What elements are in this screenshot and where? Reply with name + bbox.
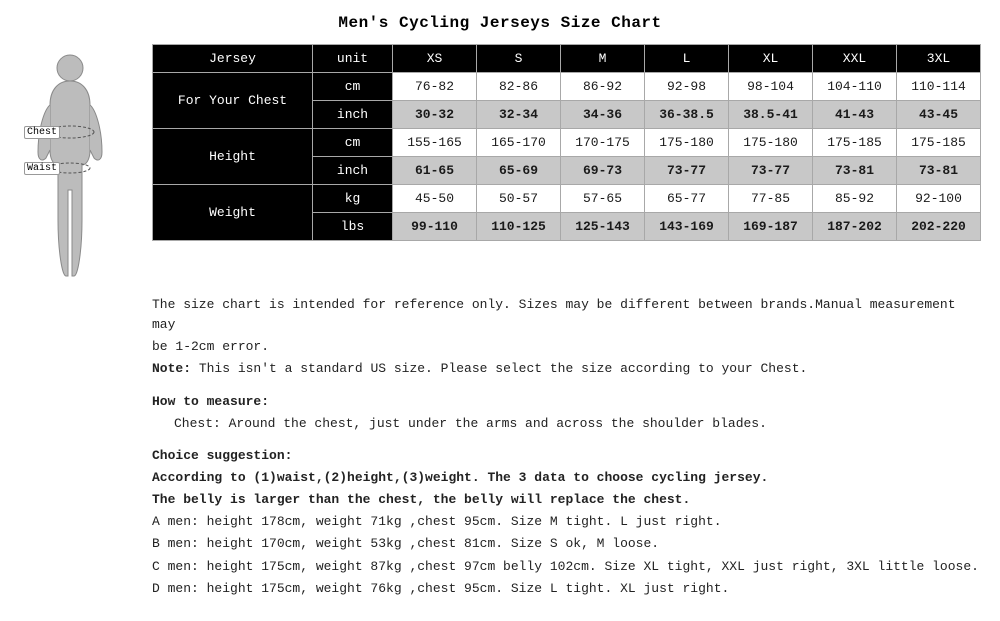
top-section: Chest Waist JerseyunitXSSMLXLXXL3XLFor Y… [20,44,980,285]
disclaimer-line-1: The size chart is intended for reference… [152,295,980,335]
measure-text: Chest: Around the chest, just under the … [152,414,980,434]
value-cell: 104-110 [813,73,897,101]
attr-cell: Weight [153,185,313,241]
waist-label: Waist [24,162,60,175]
value-cell: 110-125 [477,213,561,241]
body-figure: Chest Waist [20,50,140,285]
choice-line-2: The belly is larger than the chest, the … [152,490,980,510]
unit-cell: cm [313,73,393,101]
unit-cell: kg [313,185,393,213]
unit-cell: inch [313,157,393,185]
value-cell: 86-92 [561,73,645,101]
value-cell: 187-202 [813,213,897,241]
value-cell: 175-180 [645,129,729,157]
table-row: Weightkg45-5050-5757-6565-7777-8585-9292… [153,185,981,213]
value-cell: 92-100 [897,185,981,213]
unit-cell: inch [313,101,393,129]
measure-heading: How to measure: [152,392,980,412]
choice-heading: Choice suggestion: [152,446,980,466]
value-cell: 82-86 [477,73,561,101]
value-cell: 65-69 [477,157,561,185]
col-size-xs: XS [393,45,477,73]
col-size-xl: XL [729,45,813,73]
notes-section: The size chart is intended for reference… [152,295,980,599]
value-cell: 34-36 [561,101,645,129]
value-cell: 143-169 [645,213,729,241]
col-jersey: Jersey [153,45,313,73]
example-line: D men: height 175cm, weight 76kg ,chest … [152,579,980,599]
value-cell: 85-92 [813,185,897,213]
value-cell: 169-187 [729,213,813,241]
choice-line-1: According to (1)waist,(2)height,(3)weigh… [152,468,980,488]
col-size-xxl: XXL [813,45,897,73]
value-cell: 175-185 [897,129,981,157]
value-cell: 36-38.5 [645,101,729,129]
value-cell: 73-77 [729,157,813,185]
chest-label: Chest [24,126,60,139]
value-cell: 65-77 [645,185,729,213]
value-cell: 202-220 [897,213,981,241]
value-cell: 30-32 [393,101,477,129]
col-size-m: M [561,45,645,73]
value-cell: 92-98 [645,73,729,101]
value-cell: 41-43 [813,101,897,129]
col-unit: unit [313,45,393,73]
unit-cell: lbs [313,213,393,241]
table-row: Heightcm155-165165-170170-175175-180175-… [153,129,981,157]
value-cell: 170-175 [561,129,645,157]
note-line: Note: This isn't a standard US size. Ple… [152,359,980,379]
value-cell: 155-165 [393,129,477,157]
size-chart-page: Men's Cycling Jerseys Size Chart Chest W… [0,0,1000,621]
value-cell: 98-104 [729,73,813,101]
value-cell: 32-34 [477,101,561,129]
example-line: B men: height 170cm, weight 53kg ,chest … [152,534,980,554]
table-header-row: JerseyunitXSSMLXLXXL3XL [153,45,981,73]
value-cell: 73-81 [813,157,897,185]
value-cell: 50-57 [477,185,561,213]
page-title: Men's Cycling Jerseys Size Chart [20,14,980,32]
value-cell: 125-143 [561,213,645,241]
value-cell: 175-180 [729,129,813,157]
disclaimer-line-2: be 1-2cm error. [152,337,980,357]
value-cell: 77-85 [729,185,813,213]
value-cell: 57-65 [561,185,645,213]
col-size-l: L [645,45,729,73]
figure-column: Chest Waist [20,44,140,285]
col-size-3xl: 3XL [897,45,981,73]
value-cell: 110-114 [897,73,981,101]
unit-cell: cm [313,129,393,157]
value-cell: 99-110 [393,213,477,241]
value-cell: 76-82 [393,73,477,101]
value-cell: 45-50 [393,185,477,213]
attr-cell: Height [153,129,313,185]
example-line: C men: height 175cm, weight 87kg ,chest … [152,557,980,577]
col-size-s: S [477,45,561,73]
size-chart-table: JerseyunitXSSMLXLXXL3XLFor Your Chestcm7… [152,44,981,241]
example-line: A men: height 178cm, weight 71kg ,chest … [152,512,980,532]
value-cell: 73-81 [897,157,981,185]
value-cell: 175-185 [813,129,897,157]
value-cell: 38.5-41 [729,101,813,129]
value-cell: 61-65 [393,157,477,185]
value-cell: 165-170 [477,129,561,157]
note-text: This isn't a standard US size. Please se… [191,361,807,376]
attr-cell: For Your Chest [153,73,313,129]
table-row: For Your Chestcm76-8282-8686-9292-9898-1… [153,73,981,101]
note-label: Note: [152,361,191,376]
value-cell: 73-77 [645,157,729,185]
value-cell: 43-45 [897,101,981,129]
value-cell: 69-73 [561,157,645,185]
